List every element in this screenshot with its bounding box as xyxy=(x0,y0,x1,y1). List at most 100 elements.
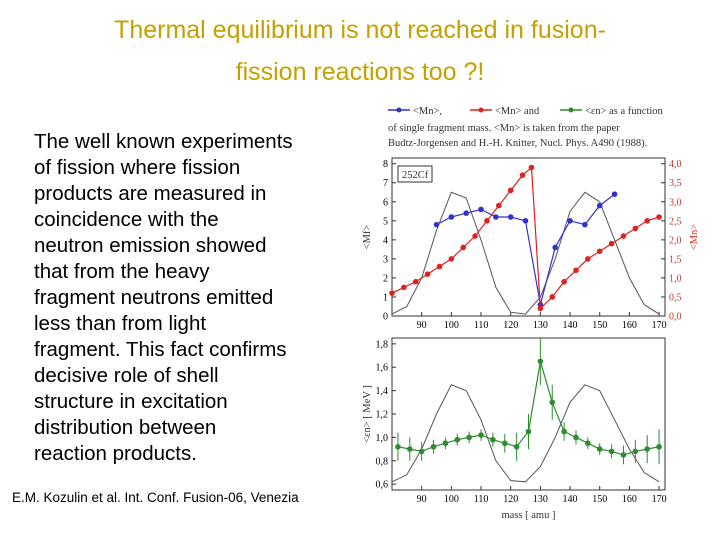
data-point xyxy=(424,271,431,277)
figure: <Mn>, <Mn> and <εn> as a function of single… xyxy=(362,106,700,521)
y-tick-label: 4 xyxy=(383,235,388,246)
data-point xyxy=(537,305,544,312)
data-point xyxy=(522,218,529,224)
y2-tick-label: 3,0 xyxy=(669,197,682,208)
data-point xyxy=(478,432,484,438)
data-point xyxy=(472,233,478,239)
y-tick-label: 6 xyxy=(383,197,388,208)
data-point xyxy=(632,225,639,232)
y-tick-label: 0,8 xyxy=(376,456,389,467)
y2-tick-label: 0,5 xyxy=(669,292,682,303)
data-point xyxy=(448,214,455,220)
x-tick-label: 110 xyxy=(474,494,489,505)
y2-tick-label: 2,0 xyxy=(669,235,682,246)
data-point xyxy=(549,294,556,300)
data-point xyxy=(608,240,615,247)
data-point xyxy=(519,172,526,178)
series-line xyxy=(391,166,660,310)
y-tick-label: 2 xyxy=(383,273,388,284)
data-point xyxy=(582,221,588,228)
data-point xyxy=(501,440,508,447)
body-text: The well known experiments of fission whe… xyxy=(34,130,293,465)
x-tick-label: 100 xyxy=(444,494,459,505)
data-point xyxy=(442,440,449,447)
caption-item: <εn> as a function xyxy=(585,106,664,117)
x-tick-label: 90 xyxy=(417,320,427,331)
body-line: reaction products. xyxy=(34,442,197,465)
y-axis-label: <Mf> xyxy=(362,225,373,250)
y2-tick-label: 2,5 xyxy=(669,216,682,227)
data-point xyxy=(389,290,395,296)
body-line: less than from light xyxy=(34,312,206,335)
body-line: structure in excitation xyxy=(34,390,228,413)
title-line: Thermal equilibrium is not reached in fu… xyxy=(114,16,606,44)
x-tick-label: 160 xyxy=(622,494,637,505)
data-point xyxy=(596,248,603,255)
series-line xyxy=(391,384,660,483)
data-point xyxy=(552,244,559,251)
data-point xyxy=(525,428,532,435)
data-point xyxy=(585,440,591,447)
y-tick-label: 0 xyxy=(383,312,388,323)
data-point xyxy=(448,256,455,262)
legend-marker xyxy=(478,107,484,113)
data-point xyxy=(567,218,573,224)
data-point xyxy=(418,448,425,455)
data-point xyxy=(561,278,567,285)
data-point xyxy=(596,446,603,452)
legend-marker xyxy=(568,107,574,113)
x-tick-label: 110 xyxy=(474,320,489,331)
data-point xyxy=(430,443,437,450)
data-point xyxy=(561,428,567,435)
data-point xyxy=(644,446,650,452)
x-tick-label: 160 xyxy=(622,320,637,331)
x-tick-label: 150 xyxy=(592,320,607,331)
data-point xyxy=(644,218,650,224)
data-point xyxy=(433,221,440,228)
x-tick-label: 120 xyxy=(503,320,518,331)
data-point xyxy=(463,210,469,217)
body-line: fragment neutrons emitted xyxy=(34,286,273,309)
y2-tick-label: 0,0 xyxy=(669,312,682,323)
data-point xyxy=(573,267,579,274)
y2-tick-label: 3,5 xyxy=(669,178,682,189)
data-point xyxy=(395,443,401,450)
x-tick-label: 170 xyxy=(652,494,667,505)
data-point xyxy=(537,358,544,365)
label-box xyxy=(397,165,433,183)
body-line: The well known experiments xyxy=(34,130,293,153)
y-tick-label: 7 xyxy=(383,178,388,189)
legend-marker xyxy=(396,107,402,113)
x-axis-label: mass [ amu ] xyxy=(502,510,556,521)
y-tick-label: 0,6 xyxy=(376,480,389,491)
plot-frame xyxy=(391,157,666,317)
y-tick-label: 1,8 xyxy=(376,339,389,350)
data-point xyxy=(620,452,627,458)
y-tick-label: 8 xyxy=(383,159,388,170)
y2-tick-label: 4,0 xyxy=(669,159,682,170)
data-point xyxy=(585,256,591,262)
y-tick-label: 5 xyxy=(383,216,388,227)
data-point xyxy=(608,448,615,455)
data-point xyxy=(611,191,618,197)
y-tick-label: 1,4 xyxy=(376,386,389,397)
data-point xyxy=(656,443,662,450)
y-tick-label: 3 xyxy=(383,254,388,265)
x-tick-label: 170 xyxy=(652,320,667,331)
data-point xyxy=(478,206,484,213)
body-line: neutron emission showed xyxy=(34,234,266,257)
data-point xyxy=(573,434,579,441)
data-point xyxy=(549,399,556,406)
data-point xyxy=(490,436,496,443)
body-line: of fission where fission xyxy=(34,156,240,179)
body-line: products are measured in xyxy=(34,182,266,205)
data-point xyxy=(507,214,514,220)
x-tick-label: 130 xyxy=(533,494,548,505)
y2-tick-label: 1,5 xyxy=(669,254,682,265)
y-tick-label: 1,0 xyxy=(376,433,389,444)
series-line xyxy=(391,191,660,315)
data-point xyxy=(401,284,407,291)
y-tick-label: 1,6 xyxy=(376,363,389,374)
y-tick-label: 1,2 xyxy=(376,410,389,421)
